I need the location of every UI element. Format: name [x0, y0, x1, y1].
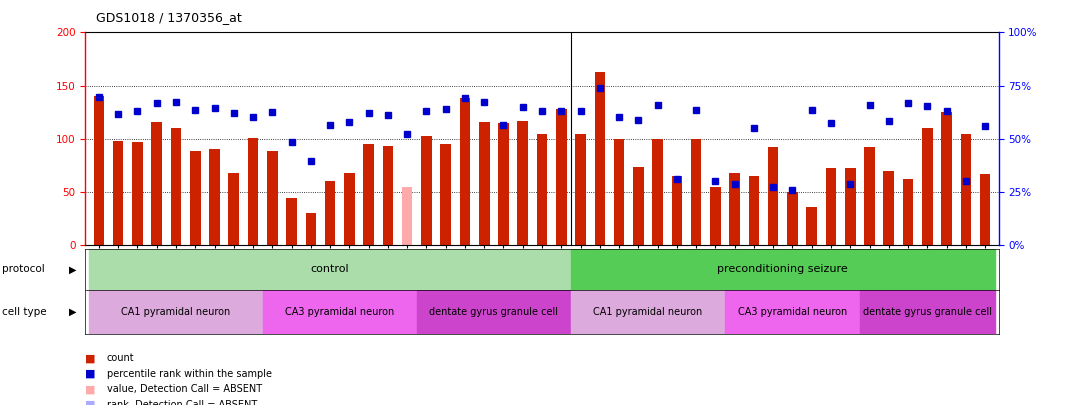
- Bar: [267, 151, 278, 245]
- Text: ▶: ▶: [69, 307, 77, 317]
- Bar: [571, 290, 725, 334]
- Bar: [960, 134, 971, 245]
- Text: CA1 pyramidal neuron: CA1 pyramidal neuron: [122, 307, 231, 317]
- Text: CA3 pyramidal neuron: CA3 pyramidal neuron: [738, 307, 847, 317]
- Bar: [90, 290, 263, 334]
- Bar: [571, 249, 994, 290]
- Bar: [595, 72, 606, 245]
- Text: GDS1018 / 1370356_at: GDS1018 / 1370356_at: [96, 11, 241, 24]
- Bar: [826, 168, 836, 245]
- Bar: [653, 139, 663, 245]
- Bar: [305, 213, 316, 245]
- Text: dentate gyrus granule cell: dentate gyrus granule cell: [863, 307, 992, 317]
- Text: percentile rank within the sample: percentile rank within the sample: [107, 369, 271, 379]
- Text: rank, Detection Call = ABSENT: rank, Detection Call = ABSENT: [107, 400, 257, 405]
- Bar: [614, 139, 625, 245]
- Bar: [691, 139, 702, 245]
- Text: CA3 pyramidal neuron: CA3 pyramidal neuron: [285, 307, 394, 317]
- Bar: [979, 174, 990, 245]
- Bar: [710, 187, 721, 245]
- Bar: [113, 141, 124, 245]
- Bar: [229, 173, 239, 245]
- Bar: [459, 98, 470, 245]
- Bar: [556, 109, 566, 245]
- Bar: [90, 249, 571, 290]
- Bar: [787, 192, 798, 245]
- Bar: [263, 290, 417, 334]
- Bar: [440, 144, 451, 245]
- Bar: [152, 122, 162, 245]
- Text: CA1 pyramidal neuron: CA1 pyramidal neuron: [594, 307, 703, 317]
- Bar: [363, 144, 374, 245]
- Bar: [171, 128, 182, 245]
- Text: ■: ■: [85, 400, 96, 405]
- Bar: [729, 173, 740, 245]
- Bar: [860, 290, 994, 334]
- Bar: [286, 198, 297, 245]
- Bar: [382, 146, 393, 245]
- Text: ■: ■: [85, 354, 96, 363]
- Bar: [209, 149, 220, 245]
- Text: cell type: cell type: [2, 307, 47, 317]
- Bar: [922, 128, 932, 245]
- Bar: [94, 96, 105, 245]
- Bar: [672, 176, 682, 245]
- Text: ■: ■: [85, 369, 96, 379]
- Bar: [518, 121, 528, 245]
- Bar: [633, 167, 644, 245]
- Bar: [941, 112, 952, 245]
- Text: control: control: [311, 264, 349, 274]
- Bar: [344, 173, 355, 245]
- Bar: [725, 290, 860, 334]
- Bar: [845, 168, 855, 245]
- Bar: [190, 151, 201, 245]
- Text: ▶: ▶: [69, 264, 77, 274]
- Bar: [132, 142, 143, 245]
- Bar: [498, 123, 508, 245]
- Bar: [883, 171, 894, 245]
- Bar: [864, 147, 875, 245]
- Bar: [417, 290, 571, 334]
- Bar: [325, 181, 335, 245]
- Bar: [421, 136, 431, 245]
- Bar: [768, 147, 779, 245]
- Text: protocol: protocol: [2, 264, 45, 274]
- Bar: [576, 134, 586, 245]
- Bar: [402, 187, 412, 245]
- Text: value, Detection Call = ABSENT: value, Detection Call = ABSENT: [107, 384, 262, 394]
- Text: preconditioning seizure: preconditioning seizure: [718, 264, 848, 274]
- Bar: [749, 176, 759, 245]
- Bar: [902, 179, 913, 245]
- Bar: [248, 138, 258, 245]
- Bar: [806, 207, 817, 245]
- Bar: [537, 134, 547, 245]
- Text: dentate gyrus granule cell: dentate gyrus granule cell: [429, 307, 559, 317]
- Bar: [478, 122, 489, 245]
- Text: count: count: [107, 354, 135, 363]
- Text: ■: ■: [85, 384, 96, 394]
